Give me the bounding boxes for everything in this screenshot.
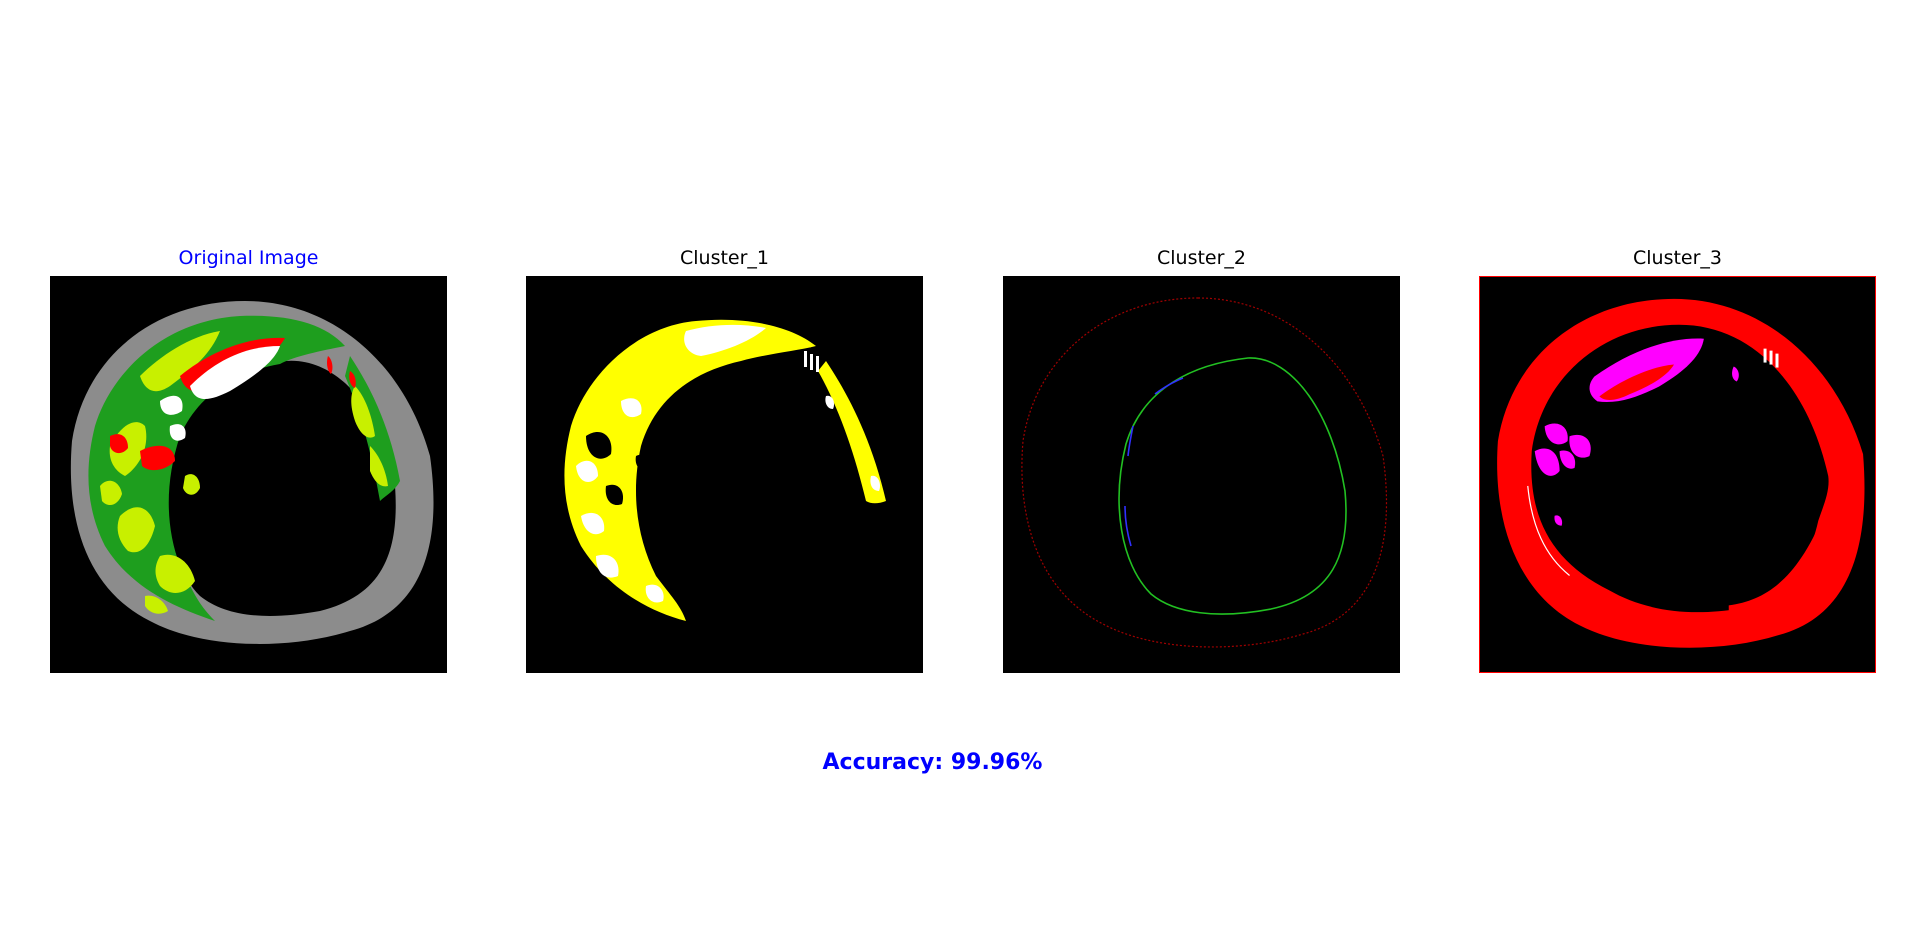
cluster-2-graphic [1003,276,1400,673]
cluster-2-image [1003,276,1400,673]
cluster-1-image [526,276,923,673]
panel-cluster-3: Cluster_3 [1479,246,1876,676]
original-image-graphic [50,276,447,673]
accuracy-label: Accuracy: 99.96% [822,750,1043,775]
cluster-3-graphic [1480,277,1875,672]
panel-original: Original Image [50,246,447,676]
panel-title-cluster-2: Cluster_2 [1156,247,1247,269]
panel-cluster-2: Cluster_2 [1003,246,1400,676]
original-image [50,276,447,673]
panel-title-cluster-3: Cluster_3 [1632,247,1723,269]
cluster-3-image [1479,276,1876,673]
panel-title-cluster-1: Cluster_1 [679,247,770,269]
panel-cluster-1: Cluster_1 [526,246,923,676]
panel-title-original: Original Image [178,247,319,269]
cluster-1-graphic [526,276,923,673]
